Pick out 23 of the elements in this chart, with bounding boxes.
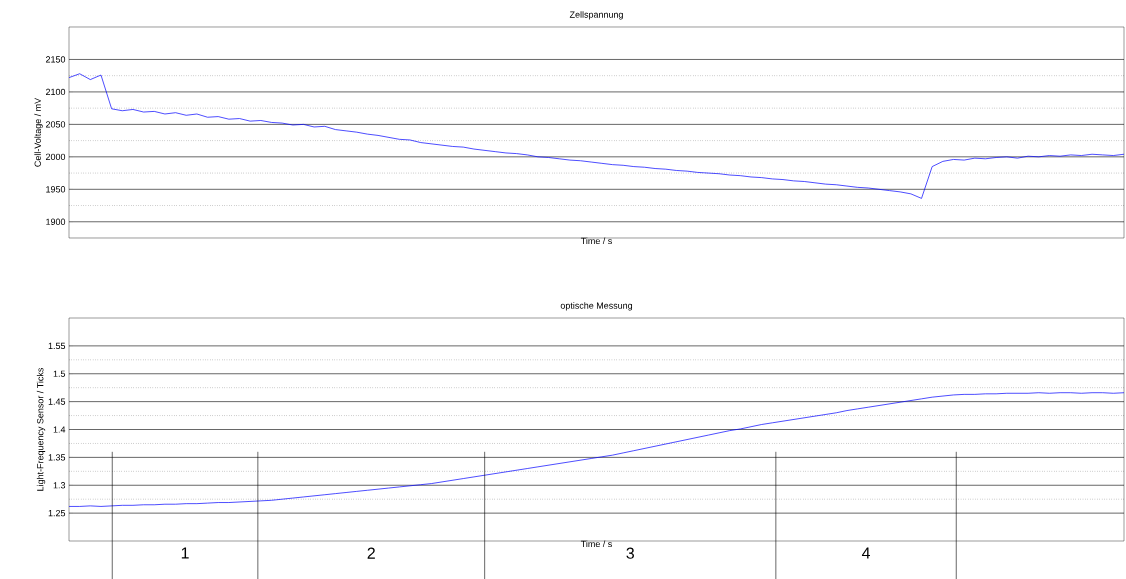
y-tick-label: 2150 bbox=[45, 56, 66, 63]
chart-title: Zellspannung bbox=[569, 11, 623, 20]
y-tick-label: 1.25 bbox=[48, 509, 66, 517]
text: 3 bbox=[626, 547, 634, 559]
text: 2 bbox=[367, 547, 375, 559]
y-tick-label: 1.45 bbox=[48, 398, 66, 405]
y-tick-label: 1950 bbox=[46, 186, 66, 193]
text: 4 bbox=[861, 547, 871, 559]
text: 1 bbox=[181, 547, 189, 559]
y-axis-title: Light-Frequency Sensor / Ticks bbox=[36, 367, 46, 491]
y-tick-label: 1.55 bbox=[48, 342, 66, 350]
y-tick-label: 1900 bbox=[46, 218, 66, 225]
y-tick-label: 2000 bbox=[45, 153, 66, 161]
y-tick-label: 1.35 bbox=[48, 454, 66, 461]
y-tick-label: 2100 bbox=[45, 88, 66, 96]
chart-title: optische Messung bbox=[560, 302, 633, 311]
y-tick-label: 1.3 bbox=[53, 482, 66, 489]
x-axis-title: Time / s bbox=[580, 237, 612, 245]
x-axis-title: Time / s bbox=[580, 540, 612, 548]
y-axis-title: Cell-Voltage / mV bbox=[34, 97, 43, 167]
y-tick-label: 1.4 bbox=[53, 426, 66, 433]
y-tick-label: 2050 bbox=[45, 121, 66, 128]
y-tick-label: 1.5 bbox=[53, 370, 66, 377]
